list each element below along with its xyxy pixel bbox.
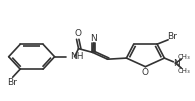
Text: NH: NH — [70, 52, 83, 61]
Text: CH₃: CH₃ — [178, 54, 191, 60]
Text: O: O — [142, 68, 149, 77]
Text: Br: Br — [7, 78, 17, 87]
Text: N: N — [90, 34, 97, 43]
Text: Br: Br — [167, 32, 177, 41]
Text: N: N — [173, 59, 180, 68]
Text: O: O — [74, 29, 81, 38]
Text: CH₃: CH₃ — [178, 68, 191, 74]
